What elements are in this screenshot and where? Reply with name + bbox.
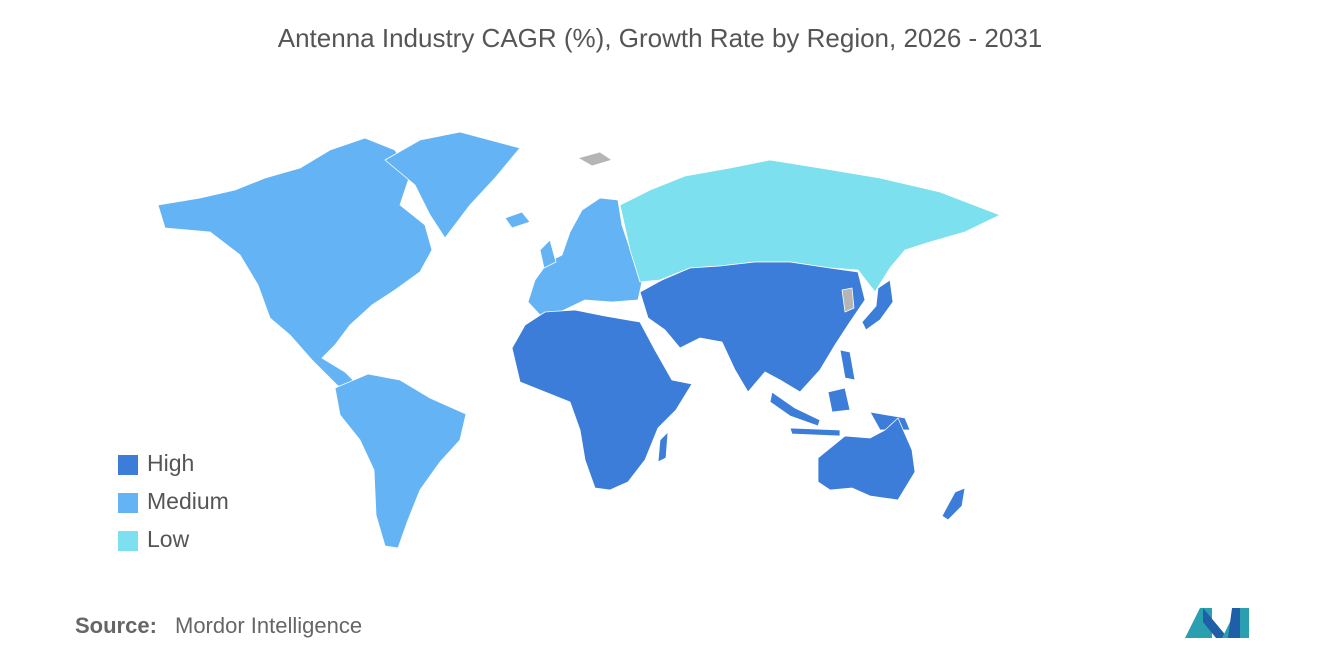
north-america <box>157 137 433 387</box>
legend-swatch <box>118 531 138 551</box>
uk <box>539 239 557 269</box>
asia <box>639 261 866 393</box>
legend-label: Medium <box>147 488 229 514</box>
legend-label: Low <box>147 526 190 552</box>
legend: High Medium Low <box>118 450 229 552</box>
korea <box>841 287 855 313</box>
new-zealand <box>941 487 966 521</box>
australia <box>817 417 916 501</box>
svalbard <box>577 151 613 167</box>
japan <box>861 279 894 331</box>
south-america <box>334 373 467 549</box>
philippines <box>839 349 856 381</box>
indonesia <box>769 387 911 437</box>
madagascar <box>657 431 669 463</box>
chart-title: Antenna Industry CAGR (%), Growth Rate b… <box>278 23 1043 53</box>
source-label: Source: <box>75 613 157 638</box>
logo <box>1185 608 1249 638</box>
legend-swatch <box>118 493 138 513</box>
iceland <box>504 211 531 229</box>
africa <box>511 309 693 491</box>
legend-swatch <box>118 455 138 475</box>
source-text: Mordor Intelligence <box>175 613 362 638</box>
greenland <box>384 131 521 239</box>
legend-label: High <box>147 450 194 476</box>
world-map <box>157 131 1001 549</box>
europe <box>527 197 643 316</box>
